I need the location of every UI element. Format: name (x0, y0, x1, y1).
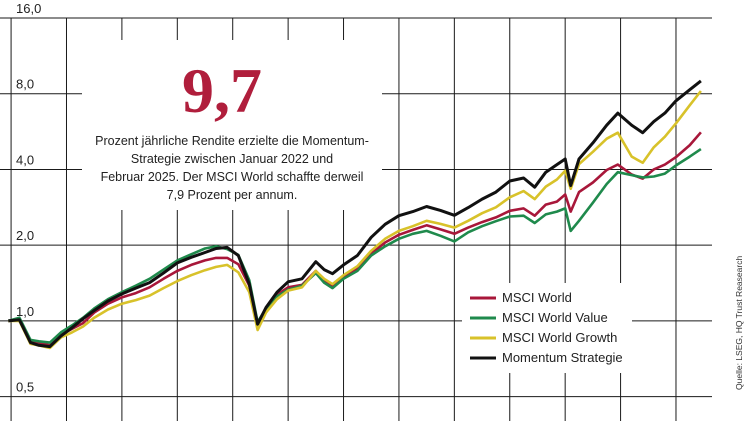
callout-value: 9,7 (182, 55, 262, 126)
y-tick-label: 16,0 (16, 1, 41, 16)
series-line-momentum-strategie (8, 79, 702, 349)
callout-line-2: Strategie zwischen Januar 2022 und (131, 152, 333, 166)
legend: MSCI World MSCI World Value MSCI World G… (462, 283, 632, 373)
series-line-msci-world-growth (8, 90, 702, 350)
legend-label-msci-world: MSCI World (502, 290, 572, 305)
y-tick-label: 0,5 (16, 380, 34, 395)
series-lines (7, 79, 702, 350)
callout-line-1: Prozent jährliche Rendite erzielte die M… (95, 134, 369, 148)
series-line-msci-world-value (7, 148, 702, 344)
callout-line-3: Februar 2025. Der MSCI World schaffte de… (101, 170, 364, 184)
source-note: Quelle: LSEG, HQ Trust Reasearch (734, 256, 744, 390)
legend-label-msci-world-growth: MSCI World Growth (502, 330, 617, 345)
y-axis-ticks: 16,0 8,0 4,0 2,0 1,0 0,5 (16, 1, 41, 395)
legend-label-momentum-strategie: Momentum Strategie (502, 350, 623, 365)
callout-background (82, 40, 382, 210)
callout-line-4: 7,9 Prozent per annum. (167, 188, 298, 202)
y-tick-label: 2,0 (16, 228, 34, 243)
y-tick-label: 1,0 (16, 304, 34, 319)
y-tick-label: 4,0 (16, 152, 34, 167)
legend-label-msci-world-value: MSCI World Value (502, 310, 608, 325)
callout: 9,7 Prozent jährliche Rendite erzielte d… (82, 40, 382, 210)
y-tick-label: 8,0 (16, 77, 34, 92)
